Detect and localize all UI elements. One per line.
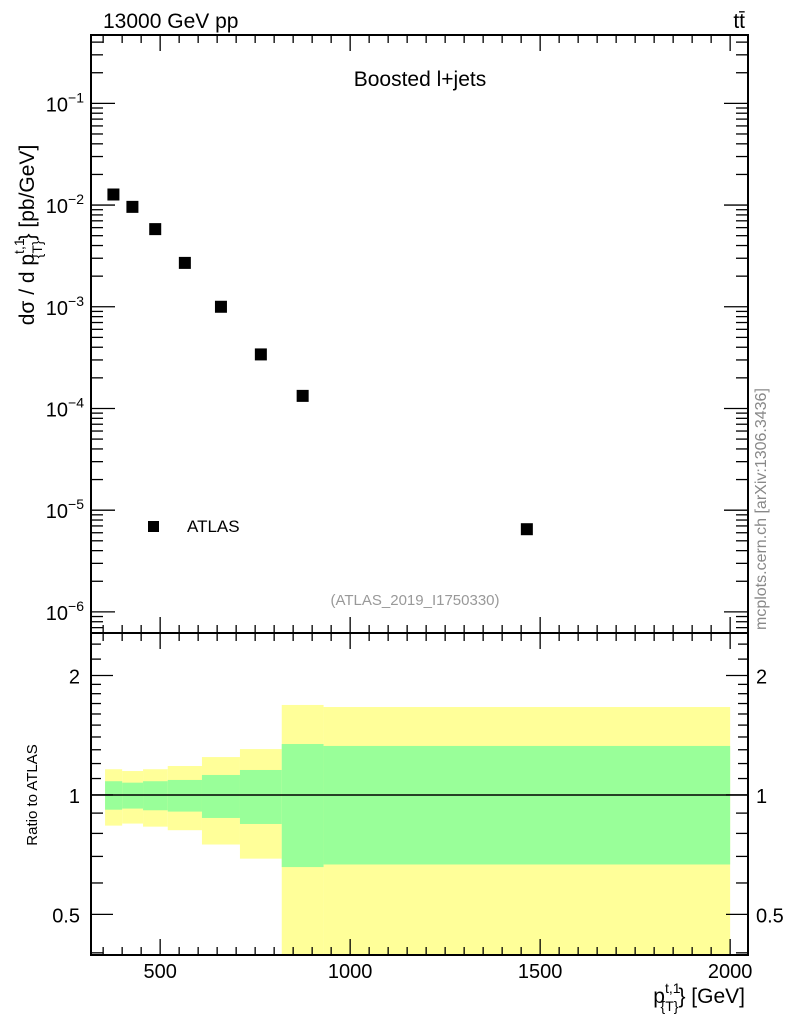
ratio-y-tick-label: 2 [69, 667, 80, 689]
analysis-annotation: (ATLAS_2019_I1750330) [330, 592, 499, 609]
ratio-y-tick-label-right: 1 [756, 786, 767, 808]
ratio-y-axis-label: Ratio to ATLAS [24, 744, 41, 845]
data-point [254, 348, 267, 361]
y-tick-exponent: −3 [68, 293, 84, 309]
legend-marker [148, 521, 159, 532]
header-left: 13000 GeV pp [103, 10, 238, 33]
ratio-panel-frame [90, 632, 749, 956]
ratio-y-tick-label: 0.5 [52, 905, 80, 927]
legend-label: ATLAS [187, 517, 240, 536]
y-tick-exponent: −2 [68, 191, 84, 207]
axis-ticks [91, 35, 748, 955]
y-tick-base: 10 [46, 399, 68, 421]
x-label-main: p [653, 985, 665, 1008]
y-tick-base: 10 [46, 501, 68, 523]
ratio-y-tick-label-right: 0.5 [756, 905, 784, 927]
y-tick-label: 10−1 [46, 89, 84, 116]
x-label-unit: } [GeV] [678, 985, 745, 1008]
y-label-sup: t,1 [11, 238, 27, 254]
y-axis-label: dσ / d pt,1 {T}} [pb/GeV] [11, 145, 45, 326]
y-tick-label: 10−3 [46, 293, 84, 320]
ratio-band-stat [201, 774, 240, 818]
y-tick-base: 10 [46, 196, 68, 218]
ratio-band-stat [143, 781, 168, 811]
y-label-pre: dσ / d p [16, 254, 39, 325]
x-tick-label: 1500 [518, 961, 563, 983]
main-panel-frame [90, 34, 749, 634]
data-point [214, 300, 227, 313]
ratio-band-stat [281, 744, 324, 868]
y-label-post: } [pb/GeV] [16, 145, 39, 241]
x-label-sub: {T} [661, 998, 679, 1014]
y-tick-base: 10 [46, 94, 68, 116]
y-tick-label: 10−2 [46, 191, 84, 218]
side-label: mcplots.cern.ch [arXiv:1306.3436] [753, 388, 770, 630]
x-axis-label: pt,1 {T}} [GeV] [653, 980, 745, 1014]
ratio-band-stat [323, 745, 731, 865]
header-right: tt̄ [733, 10, 745, 33]
ratio-y-tick-label-right: 2 [756, 667, 767, 689]
ratio-band-stat [167, 779, 202, 812]
y-tick-label: 10−5 [46, 496, 84, 523]
data-point [520, 523, 533, 536]
x-tick-label: 2000 [708, 961, 753, 983]
chart-title: Boosted l+jets [354, 68, 487, 91]
ratio-bands [91, 704, 748, 955]
y-tick-exponent: −6 [68, 598, 84, 614]
y-tick-exponent: −4 [68, 394, 84, 410]
y-label-sub: {T} [29, 240, 45, 258]
data-point [296, 389, 309, 402]
ratio-band-stat [239, 769, 282, 824]
x-label-sup: t,1 [665, 980, 681, 996]
y-tick-base: 10 [46, 603, 68, 625]
ratio-y-tick-label: 1 [69, 786, 80, 808]
x-tick-label: 1000 [328, 961, 373, 983]
data-point [126, 200, 139, 213]
y-tick-base: 10 [46, 298, 68, 320]
y-tick-exponent: −5 [68, 496, 84, 512]
y-tick-label: 10−6 [46, 598, 84, 625]
y-tick-exponent: −1 [68, 89, 84, 105]
y-tick-label: 10−4 [46, 394, 84, 421]
data-point [107, 188, 120, 201]
data-point [178, 256, 191, 269]
x-tick-label: 500 [143, 961, 176, 983]
data-points [107, 188, 533, 536]
data-point [149, 223, 162, 236]
